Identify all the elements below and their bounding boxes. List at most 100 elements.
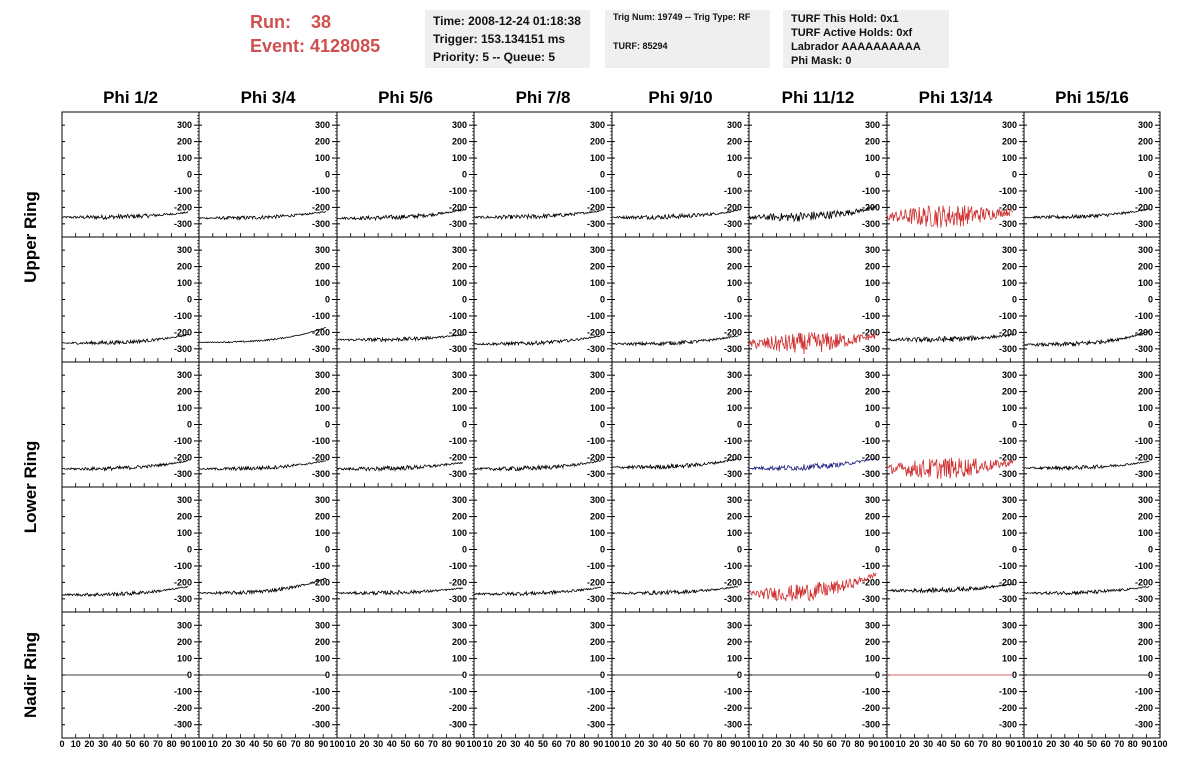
waveform-trace	[336, 461, 464, 472]
y-tick-label: -100	[449, 687, 467, 697]
waveform-trace	[61, 459, 189, 472]
y-tick-label: -300	[449, 344, 467, 354]
y-tick-label: -300	[449, 594, 467, 604]
y-tick-label: -300	[587, 344, 605, 354]
turf-text: TURF: 85294	[613, 41, 668, 51]
y-tick-label: 300	[315, 370, 330, 380]
subplot: 300 200 100 0 -100 -200 -300	[748, 361, 888, 488]
x-tick-label: 90	[455, 739, 465, 749]
y-tick-label: 100	[865, 278, 880, 288]
y-tick-label: 300	[452, 370, 467, 380]
x-tick-label: 40	[387, 739, 397, 749]
y-tick-label: 100	[315, 653, 330, 663]
y-tick-label: 200	[452, 137, 467, 147]
subplot: 300 200 100 0 -100 -200 -300	[1023, 611, 1161, 739]
y-tick-label: 100	[315, 403, 330, 413]
y-tick-label: 0	[1012, 420, 1017, 430]
y-tick-label: 100	[590, 653, 605, 663]
x-tick-label: 10	[621, 739, 631, 749]
subplot: 300 200 100 0 -100 -200 -300	[473, 111, 613, 238]
x-tick-label: 70	[291, 739, 301, 749]
y-tick-label: 300	[452, 245, 467, 255]
y-tick-label: 0	[600, 170, 605, 180]
x-tick-label: 60	[139, 739, 149, 749]
x-tick-label: 100	[1152, 739, 1167, 749]
y-tick-label: 0	[600, 295, 605, 305]
y-tick-label: 200	[1002, 637, 1017, 647]
x-tick-label: 40	[799, 739, 809, 749]
trigger-text: Trigger: 153.134151 ms	[433, 32, 566, 46]
y-tick-label: -100	[587, 186, 605, 196]
y-tick-label: -200	[862, 703, 880, 713]
y-tick-label: -200	[724, 703, 742, 713]
subplot: 300 200 100 0 -100 -200 -300	[611, 361, 750, 488]
x-tick-label: 100	[741, 739, 756, 749]
x-tick-label: 80	[992, 739, 1002, 749]
y-tick-label: 200	[177, 137, 192, 147]
x-tick-label: 60	[964, 739, 974, 749]
y-tick-label: 200	[865, 637, 880, 647]
y-tick-label: -300	[174, 469, 192, 479]
waveform-trace	[1023, 330, 1150, 348]
y-tick-label: -100	[174, 436, 192, 446]
subplot: 300 200 100 0 -100 -200 -300	[473, 611, 613, 739]
y-tick-label: -200	[312, 202, 330, 212]
subplot: 300 200 100 0 -100 -200 -300	[198, 486, 338, 613]
x-tick-label: 10	[71, 739, 81, 749]
y-tick-label: -200	[999, 452, 1017, 462]
subplot: 300 200 100 0 -100 -200 -300	[198, 361, 338, 488]
y-tick-label: -300	[174, 720, 192, 730]
x-tick-label: 20	[1046, 739, 1056, 749]
waveform-trace	[886, 205, 1014, 228]
y-tick-label: 100	[1002, 153, 1017, 163]
waveform-trace	[61, 211, 189, 221]
y-tick-label: 200	[452, 512, 467, 522]
y-tick-label: 300	[590, 120, 605, 130]
y-tick-label: 0	[187, 295, 192, 305]
y-tick-label: -300	[312, 594, 330, 604]
y-tick-label: -200	[174, 452, 192, 462]
y-tick-label: 300	[1138, 495, 1153, 505]
y-tick-label: 100	[865, 528, 880, 538]
trig-panel: Trig Num: 19749 -- Trig Type: RF TURF: 8…	[605, 10, 770, 68]
y-tick-label: -100	[1135, 311, 1153, 321]
y-tick-label: 100	[727, 653, 742, 663]
y-tick-label: -100	[449, 436, 467, 446]
y-tick-label: -100	[449, 561, 467, 571]
waveform-trace	[887, 333, 1014, 344]
subplot: 300 200 100 0 -100 -200 -300	[611, 111, 750, 238]
x-tick-label: 90	[730, 739, 740, 749]
time-text: Time: 2008-12-24 01:18:38	[433, 14, 581, 28]
y-tick-label: 100	[452, 278, 467, 288]
x-tick-label: 70	[1114, 739, 1124, 749]
waveform-trace	[198, 460, 327, 472]
waveform-trace	[748, 457, 877, 472]
y-tick-label: -300	[174, 344, 192, 354]
x-tick-label: 80	[1128, 739, 1138, 749]
y-tick-label: -300	[724, 594, 742, 604]
y-tick-label: 200	[177, 262, 192, 272]
y-tick-label: 100	[1138, 153, 1153, 163]
column-title: Phi 3/4	[240, 88, 296, 107]
y-tick-label: 200	[865, 262, 880, 272]
waveform-trace	[61, 333, 189, 346]
x-tick-label: 50	[950, 739, 960, 749]
waveform-trace	[611, 586, 739, 596]
y-tick-label: 0	[325, 545, 330, 555]
y-tick-label: 300	[452, 120, 467, 130]
subplot: 300 200 100 0 -100 -200 -300	[1023, 111, 1161, 238]
y-tick-label: 0	[462, 420, 467, 430]
subplot: 300 200 100 0 -100 -200 -300	[611, 236, 750, 363]
x-tick-label: 100	[1016, 739, 1031, 749]
x-tick-label: 80	[304, 739, 314, 749]
x-tick-label: 70	[841, 739, 851, 749]
y-tick-label: 100	[865, 403, 880, 413]
y-tick-label: -300	[1135, 469, 1153, 479]
y-tick-label: -300	[174, 594, 192, 604]
y-tick-label: 100	[177, 403, 192, 413]
y-tick-label: -100	[1135, 186, 1153, 196]
y-tick-label: 0	[600, 545, 605, 555]
y-tick-label: -300	[999, 219, 1017, 229]
x-tick-label: 50	[1087, 739, 1097, 749]
